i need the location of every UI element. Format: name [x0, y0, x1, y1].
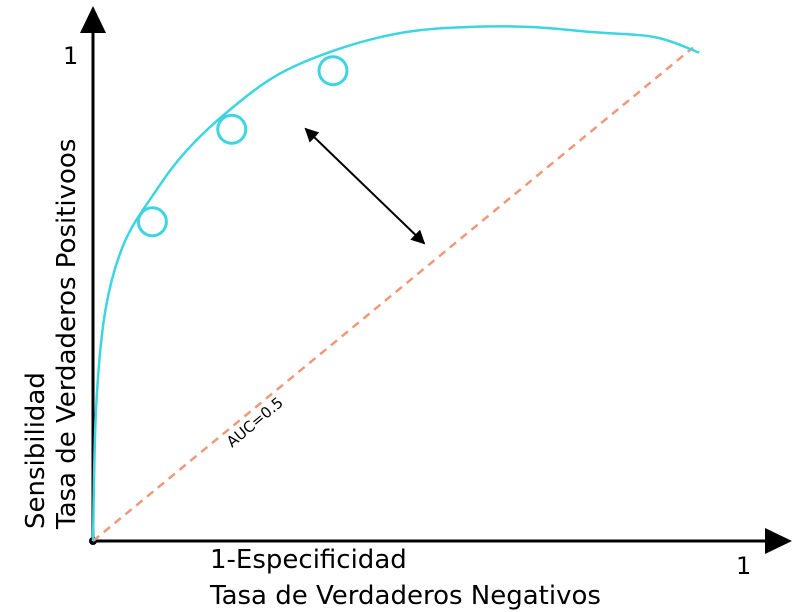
gap-double-arrow: [304, 127, 426, 245]
roc-curve-line: [91, 25, 700, 542]
x-axis-label-line2: Tasa de Verdaderos Negativos: [209, 581, 601, 611]
y-tick-label: 1: [63, 42, 78, 70]
threshold-marker-3: [317, 55, 349, 87]
y-axis-label-line1: Sensibilidad: [21, 372, 51, 529]
x-axis-label-line1: 1-Especificidad: [210, 545, 407, 575]
auc-annotation: AUC=0.5: [223, 393, 287, 451]
random-reference-line: [92, 46, 694, 542]
x-axis-arrowhead: [765, 528, 792, 554]
threshold-marker-2: [216, 113, 248, 145]
x-tick-label: 1: [736, 552, 751, 580]
y-axis-arrowhead: [80, 6, 106, 33]
threshold-marker-1: [136, 206, 168, 238]
threshold-markers: [136, 55, 349, 238]
y-axis-label-line2: Tasa de Verdaderos Positivoos: [52, 139, 82, 530]
